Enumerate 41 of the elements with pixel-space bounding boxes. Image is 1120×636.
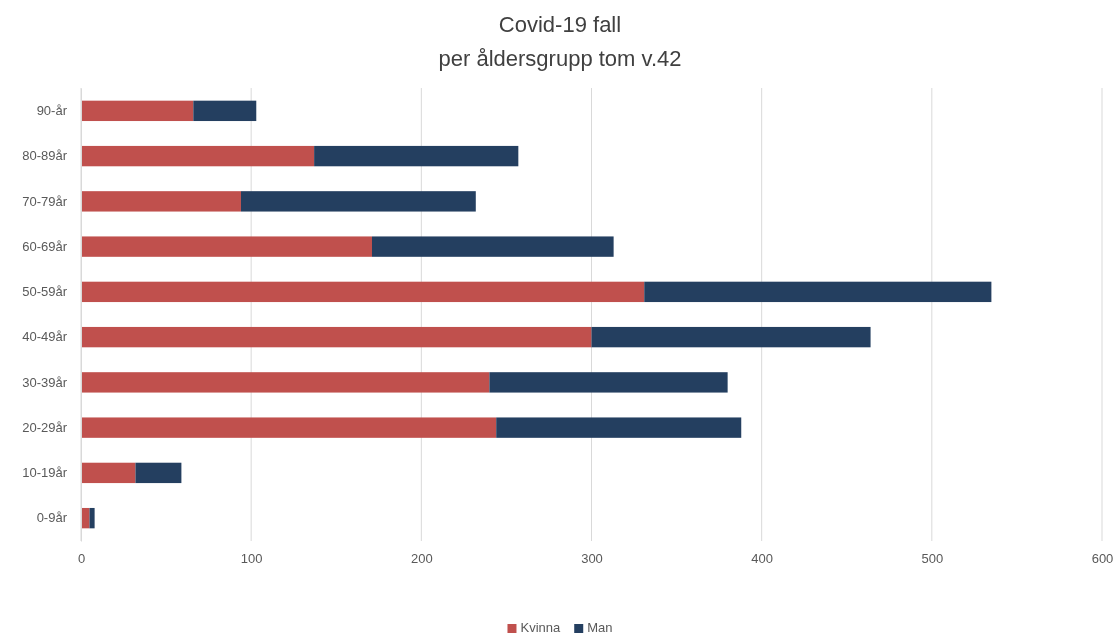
- y-tick-label: 60-69år: [22, 238, 68, 254]
- bar: [81, 326, 592, 348]
- bar: [81, 100, 194, 122]
- legend-label: Man: [587, 620, 613, 635]
- y-tick-label: 90-år: [36, 103, 68, 119]
- chart-title: Covid-19 fall: [498, 12, 622, 37]
- y-tick-label: 80-89år: [22, 148, 68, 164]
- bar: [496, 417, 742, 438]
- bar: [591, 326, 871, 348]
- x-tick-label: 400: [751, 551, 774, 567]
- bar: [371, 236, 614, 257]
- y-tick-label: 0-9år: [36, 510, 68, 526]
- y-tick-label: 20-29år: [22, 419, 68, 435]
- y-tick-label: 50-59år: [22, 284, 68, 300]
- x-tick-label: 600: [1091, 551, 1114, 567]
- y-tick-label: 70-79år: [22, 193, 68, 209]
- bar: [193, 100, 257, 122]
- bar: [644, 281, 992, 303]
- bar: [89, 507, 95, 529]
- bar: [240, 191, 476, 212]
- legend-label: Kvinna: [520, 620, 561, 635]
- x-tick-label: 200: [410, 551, 433, 567]
- bar: [81, 462, 136, 484]
- bar: [314, 145, 519, 167]
- bar: [135, 462, 182, 484]
- y-tick-label: 10-19år: [22, 465, 68, 481]
- y-tick-label: 40-49år: [22, 329, 68, 345]
- bar: [489, 372, 728, 393]
- chart-subtitle: per åldersgrupp tom v.42: [438, 46, 682, 71]
- y-tick-label: 30-39år: [22, 374, 68, 390]
- bar: [81, 281, 645, 303]
- bar: [81, 236, 372, 257]
- bar: [81, 507, 90, 529]
- bar: [81, 417, 497, 438]
- x-tick-label: 0: [77, 551, 86, 567]
- bar: [81, 145, 315, 167]
- x-tick-label: 300: [581, 551, 603, 567]
- x-tick-label: 100: [240, 551, 263, 567]
- bar: [81, 372, 490, 393]
- x-tick-label: 500: [921, 551, 944, 567]
- bar: [81, 191, 241, 212]
